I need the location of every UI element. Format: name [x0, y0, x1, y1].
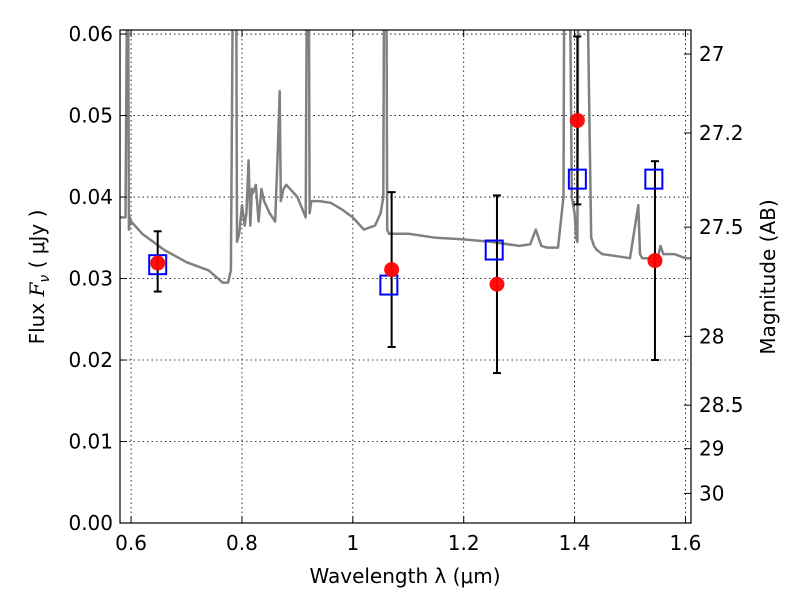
x-tick-label: 1.6: [670, 531, 702, 555]
data-point-circle: [489, 276, 505, 292]
data-point-circle: [150, 255, 166, 271]
data-point-square: [644, 168, 664, 190]
data-point-circle: [647, 253, 663, 269]
y2-tick-label: 28.5: [699, 393, 744, 417]
data-point-square: [484, 239, 504, 261]
x-axis-label: Wavelength λ (μm): [309, 564, 500, 588]
y-axis-label-suffix: ( μJy ): [25, 210, 49, 275]
x-tick-label: 1: [346, 531, 359, 555]
y-tick-label: 0.04: [68, 185, 113, 209]
plot-background: [120, 30, 691, 523]
y-tick-label: 0.00: [68, 511, 113, 535]
x-tick-label: 1.4: [559, 531, 591, 555]
x-tick-label: 0.8: [226, 531, 258, 555]
y-tick-label: 0.06: [68, 22, 113, 46]
y2-tick-label: 27: [699, 42, 724, 66]
y2-tick-labels: 27 27.2 27.5 28 28.5 29 30: [699, 42, 744, 505]
x-tick-label: 0.6: [115, 531, 147, 555]
y-tick-labels: 0.00 0.01 0.02 0.03 0.04 0.05 0.06: [68, 22, 113, 535]
x-tick-label: 1.2: [448, 531, 480, 555]
y-tick-label: 0.01: [68, 430, 113, 454]
y2-tick-label: 27.2: [699, 121, 744, 145]
axis-ticks: [120, 30, 691, 524]
data-point-circle: [569, 112, 585, 128]
y2-tick-label: 30: [699, 481, 724, 505]
y-axis-label-subscript: ν: [37, 275, 53, 283]
spectrum-line: [120, 30, 691, 284]
data-point-circle: [384, 262, 400, 278]
y2-tick-label: 29: [699, 437, 724, 461]
y-tick-label: 0.03: [68, 267, 113, 291]
y-axis-label-symbol: F: [25, 281, 49, 297]
model-spectrum: [120, 30, 691, 284]
data-point-square: [567, 168, 587, 190]
data-point-square: [148, 254, 168, 276]
y-axis-label-prefix: Flux: [25, 296, 49, 344]
x-tick-labels: 0.6 0.8 1 1.2 1.4 1.6: [115, 531, 701, 555]
y-axis-label: Flux Fν ( μJy ): [25, 210, 53, 345]
y2-tick-label: 27.5: [699, 215, 744, 239]
y-tick-label: 0.05: [68, 104, 113, 128]
y2-tick-label: 28: [699, 324, 724, 348]
y-tick-label: 0.02: [68, 348, 113, 372]
y2-axis-label: Magnitude (AB): [756, 199, 780, 354]
plot-frame: [119, 29, 692, 524]
circle-markers: [150, 112, 663, 292]
